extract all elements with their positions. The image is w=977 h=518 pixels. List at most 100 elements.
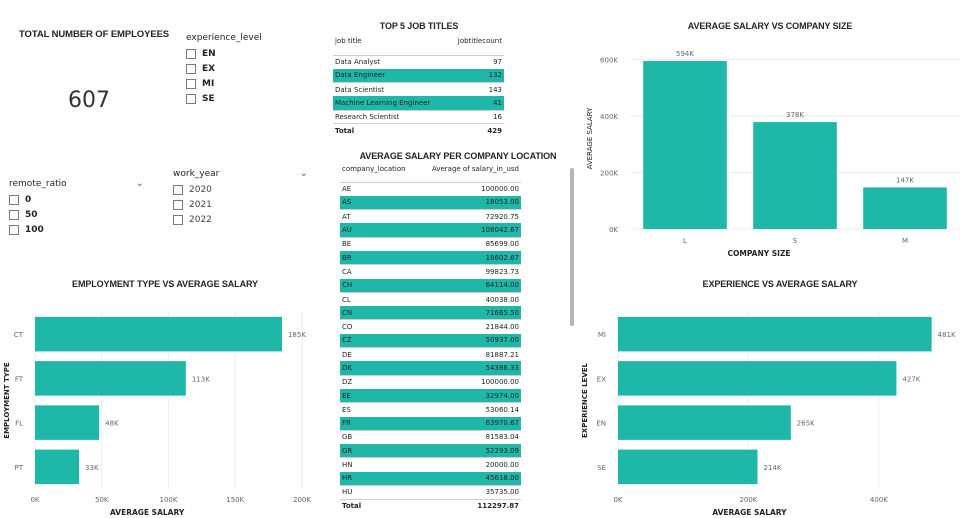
checkbox-icon[interactable] [9,209,19,220]
company-size-chart[interactable]: 0K 200K 400K 600K 594K L 378K S 147K M COMPANY SIZ… [580,36,960,262]
top5-table-row[interactable]: Machine Learning Engineer 41 [333,96,504,111]
slicer-option-2022[interactable]: 2022 [173,212,308,227]
slicer-option-label: 2022 [189,214,212,225]
table-cell-value: 21844.00 [417,319,521,334]
checkbox-icon[interactable] [186,78,196,89]
checkbox-icon[interactable] [173,214,183,225]
remote-ratio-slicer[interactable]: remote_ratio ⌄ 0 50 100 [9,178,144,237]
location-table-row[interactable]: GR 52293.09 [340,444,521,458]
column-header-average-salary[interactable]: Average of salary_in_usd [431,165,519,173]
checkbox-icon[interactable] [186,48,196,59]
top5-table-row[interactable]: Data Scientist 143 [333,82,504,97]
x-axis-label: AVERAGE SALARY [110,508,185,517]
location-table-row[interactable]: BE 85699.00 [340,236,521,251]
company-size-chart-title: AVERAGE SALARY VS COMPANY SIZE [687,21,853,31]
column-header-job-title[interactable]: job title [335,37,362,45]
y-tick-label: SE [597,464,606,472]
location-table-row[interactable]: GB 81583.04 [340,429,521,445]
bar[interactable] [863,187,947,229]
checkbox-icon[interactable] [9,224,19,235]
data-label: 378K [786,111,804,119]
location-table-row[interactable]: CA 99823.73 [340,264,521,279]
table-total-label: Total [333,123,449,138]
top5-table[interactable]: job title Jobtitlecount Data Analyst 97 Da… [333,37,504,138]
location-table-row[interactable]: AT 72920.75 [340,209,521,224]
column-header-company-location[interactable]: company_location [342,165,406,173]
column-header-jobtitlecount[interactable]: Jobtitlecount [457,37,502,45]
table-cell-label: CO [340,319,418,334]
location-table-row[interactable]: DK 54386.33 [340,361,521,376]
data-label: 265K [797,420,815,428]
table-cell-label: DZ [340,374,418,389]
slicer-option-50[interactable]: 50 [9,207,144,222]
location-table-row[interactable]: AE 100000.00 [340,181,521,196]
location-table-row[interactable]: CO 21844.00 [340,319,521,334]
location-table-row[interactable]: HU 35735.00 [340,485,521,500]
y-tick-label: FT [15,375,24,383]
table-cell-value: 108042.67 [417,223,521,238]
experience-level-slicer[interactable]: experience_level EN EX MI SE [186,33,276,106]
location-table-row[interactable]: CH 64114.00 [340,278,521,293]
top5-table-row[interactable]: Data Engineer 132 [333,68,504,83]
y-tick-label: 400K [600,113,618,121]
bar[interactable] [643,61,727,230]
bar[interactable] [618,361,897,396]
location-table-row[interactable]: DE 81887.21 [340,347,521,362]
slicer-option-en[interactable]: EN [186,46,276,61]
table-cell-label: DK [340,361,418,376]
table-cell-label: CA [340,264,418,279]
bar[interactable] [618,449,758,485]
slicer-option-2021[interactable]: 2021 [173,197,308,212]
bar[interactable] [35,316,282,352]
experience-chart[interactable]: 0K 200K 400K 481K MI 427K EX 265K EN 214K SE AVERAG… [578,300,968,518]
bar[interactable] [753,122,837,229]
table-cell-value: 40038.00 [417,291,521,307]
location-table-row[interactable]: DZ 100000.00 [340,374,521,389]
slicer-option-label: SE [202,93,215,104]
data-label: 33K [85,464,99,472]
work-year-slicer[interactable]: work_year ⌄ 2020 2021 2022 [173,168,308,227]
slicer-option-0[interactable]: 0 [9,192,144,207]
checkbox-icon[interactable] [173,199,183,210]
top5-table-row[interactable]: Research Scientist 16 [333,109,504,124]
slicer-option-ex[interactable]: EX [186,61,276,76]
chevron-down-icon[interactable]: ⌄ [299,168,308,179]
checkbox-icon[interactable] [186,93,196,104]
x-tick-label: 400K [870,496,888,504]
location-table-row[interactable]: EE 32974.00 [340,388,521,403]
x-tick-label: 150K [226,496,244,504]
location-table-row[interactable]: CZ 50937.00 [340,333,521,348]
table-cell-label: CH [340,278,418,293]
slicer-option-100[interactable]: 100 [9,222,144,237]
bar[interactable] [35,361,186,396]
employment-type-chart[interactable]: 0K 50K 100K 150K 200K 185K CT 113K FT 48K FL 33K PT A… [0,300,320,518]
checkbox-icon[interactable] [9,194,19,205]
location-table-row[interactable]: CL 40038.00 [340,291,521,307]
bar[interactable] [618,316,932,352]
location-table-row[interactable]: BR 18602.67 [340,250,521,265]
location-table[interactable]: company_location Average of salary_in_us… [340,165,521,517]
slicer-option-se[interactable]: SE [186,91,276,106]
location-table-row[interactable]: HN 20000.00 [340,457,521,472]
y-tick-label: 600K [600,56,618,64]
location-table-row[interactable]: AS 18053.00 [340,195,521,210]
checkbox-icon[interactable] [173,184,183,195]
location-table-row[interactable]: CN 71665.50 [340,306,521,320]
checkbox-icon[interactable] [186,63,196,74]
bar[interactable] [618,405,791,440]
slicer-option-label: 100 [25,224,44,235]
location-table-row[interactable]: AU 108042.67 [340,223,521,238]
table-cell-label: BR [340,250,418,265]
table-cell-value: 100000.00 [417,181,521,196]
location-table-row[interactable]: HR 45618.00 [340,471,521,486]
bar[interactable] [35,405,100,440]
slicer-option-2020[interactable]: 2020 [173,182,308,197]
bar[interactable] [35,449,80,485]
table-scrollbar[interactable] [570,168,574,326]
slicer-option-mi[interactable]: MI [186,76,276,91]
location-table-row[interactable]: ES 53060.14 [340,402,521,417]
table-cell-label: Data Scientist [333,82,449,97]
location-table-row[interactable]: FR 63970.67 [340,416,521,431]
chevron-down-icon[interactable]: ⌄ [135,178,144,189]
top5-table-row[interactable]: Data Analyst 97 [333,54,504,69]
